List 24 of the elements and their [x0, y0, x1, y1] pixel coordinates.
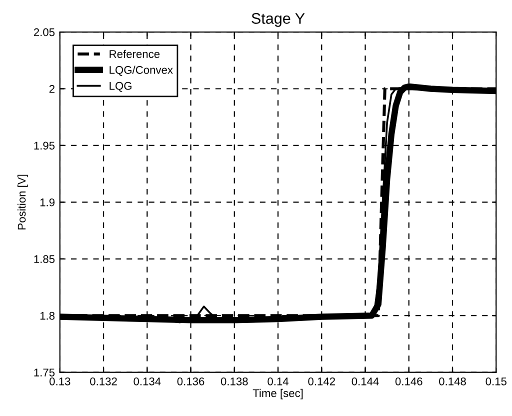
legend-label: Reference: [110, 50, 160, 58]
x-tick-label: 0.134: [134, 377, 161, 386]
legend-label: LQG/Convex: [110, 66, 173, 76]
y-tick-label: 1.8: [40, 312, 55, 320]
legend-label: LQG: [110, 82, 132, 92]
x-tick-label: 0.144: [352, 377, 379, 386]
y-tick-label: 2: [49, 85, 54, 93]
x-tick-label: 0.142: [308, 377, 335, 386]
y-tick-label: 1.75: [34, 368, 55, 376]
y-tick-label: 1.9: [40, 198, 55, 206]
x-tick-label: 0.146: [395, 377, 422, 386]
x-axis-title: Time [sec]: [252, 388, 303, 400]
x-tick-label: 0.138: [220, 377, 248, 386]
x-tick-label: 0.136: [177, 377, 204, 386]
chart-title: Stage Y: [252, 13, 305, 27]
y-tick-label: 1.95: [34, 142, 55, 150]
x-tick-label: 0.148: [439, 377, 466, 386]
x-tick-label: 0.13: [50, 377, 70, 386]
y-tick-label: 2.05: [34, 28, 55, 36]
x-tick-label: 0.14: [268, 377, 289, 386]
y-axis-title: Position [V]: [18, 174, 28, 230]
x-tick-label: 0.15: [486, 377, 506, 386]
x-tick-label: 0.132: [90, 377, 117, 386]
y-tick-label: 1.85: [34, 255, 55, 264]
